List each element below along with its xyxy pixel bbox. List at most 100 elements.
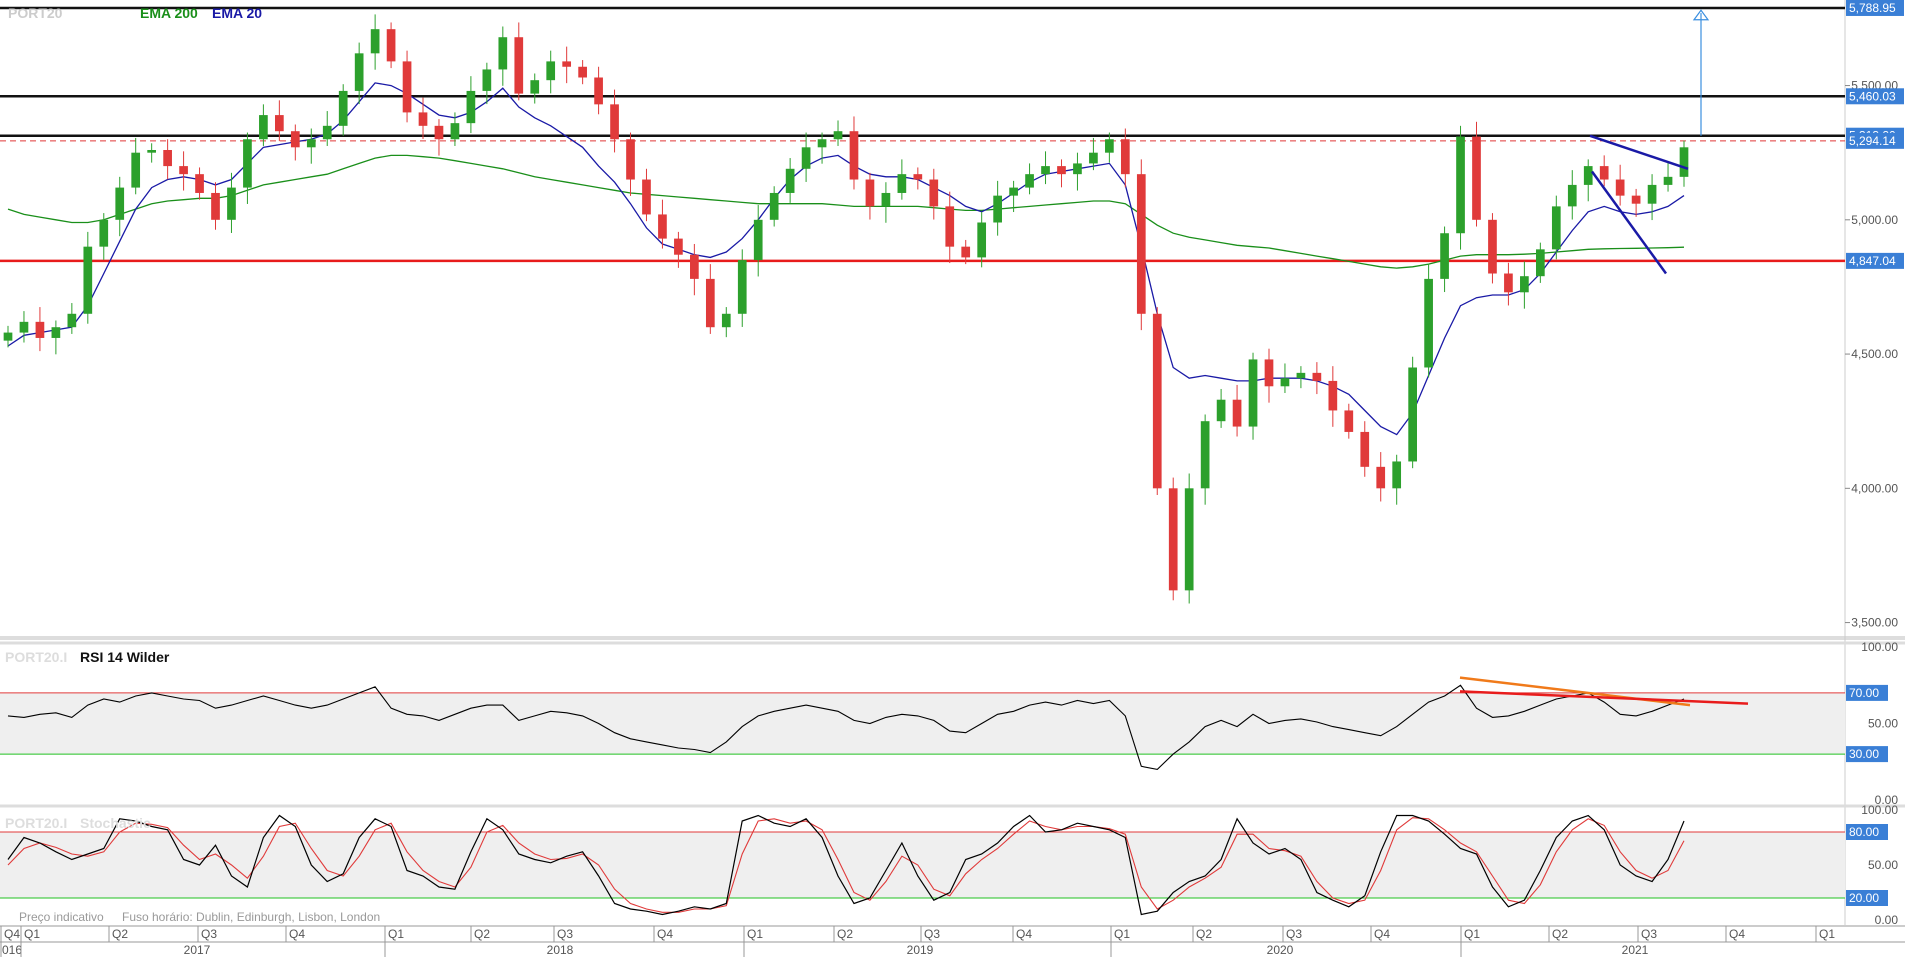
candle-body: [338, 90, 348, 126]
candle-body: [354, 53, 364, 91]
stoch-instrument-label: PORT20.I: [5, 815, 67, 831]
level-tag-bg: [1846, 88, 1904, 105]
candle-body: [498, 37, 508, 70]
candle-body: [1376, 466, 1386, 489]
candle-body: [322, 125, 332, 140]
y-tick-label: 100.00: [1861, 803, 1898, 817]
level-tag: 70.00: [1846, 684, 1888, 701]
rsi-title: RSI 14 Wilder: [80, 649, 170, 665]
y-tick-label: 4,000.00: [1851, 481, 1898, 495]
quarter-label: Q1: [1819, 927, 1835, 941]
level-tag-bg: [1846, 0, 1904, 16]
candle-body: [562, 61, 572, 67]
candle-body: [243, 139, 252, 188]
quarter-label: Q4: [1729, 927, 1745, 941]
candle-body: [1280, 378, 1290, 387]
rsi-trendline-red: [1459, 690, 1749, 705]
quarter-label: Q1: [388, 927, 404, 941]
candle-body: [434, 125, 444, 140]
candle-body: [737, 260, 747, 314]
rsi-panel: 0.00 50.00 100.00 70.00 30.00: [0, 640, 1905, 807]
candle-body: [3, 332, 13, 341]
year-label: 016: [2, 943, 22, 957]
quarter-label: Q1: [1114, 927, 1130, 941]
candle-body: [147, 149, 157, 153]
candle-body: [450, 123, 460, 140]
quarter-label: Q3: [1641, 927, 1657, 941]
candle-body: [961, 246, 971, 258]
candle-body: [1264, 359, 1274, 387]
candle-body: [1057, 166, 1066, 175]
time-axis-bg: [0, 925, 1905, 957]
candle-body: [945, 206, 955, 247]
candle-body: [35, 321, 45, 338]
quarter-label: Q2: [474, 927, 490, 941]
band-fill: [0, 832, 1845, 898]
candle-body: [1599, 166, 1609, 180]
candle-body: [51, 327, 61, 338]
candle-body: [1631, 195, 1641, 204]
candle-body: [1105, 139, 1114, 153]
ema20-line: [7, 82, 1685, 436]
candle-body: [1472, 136, 1481, 220]
candle-body: [418, 112, 428, 126]
candle-body: [610, 104, 619, 140]
candle-body: [370, 29, 380, 54]
y-tick-label: 5,000.00: [1851, 213, 1898, 227]
candle-body: [131, 152, 141, 188]
candle-body: [785, 168, 795, 193]
candle-body: [306, 139, 316, 148]
candle-body: [402, 61, 412, 113]
y-tick-label: 0.00: [1875, 793, 1899, 807]
level-tag: 5,788.95: [1846, 0, 1904, 16]
candle-body: [1520, 276, 1529, 293]
candle-body: [19, 321, 29, 333]
level-tag: 80.00: [1846, 824, 1888, 840]
target-arrow-head: [1692, 9, 1710, 21]
level-tag: 4,847.04: [1846, 252, 1904, 269]
candle-body: [1328, 380, 1338, 411]
level-tag: 20.00: [1846, 890, 1888, 906]
candle-body: [1216, 399, 1226, 422]
candle-body: [769, 192, 779, 220]
candle-body: [1424, 278, 1433, 368]
stochastic-panel: 0.00 50.00 100.00 80.00 20.00: [0, 803, 1905, 927]
candle-body: [1583, 166, 1593, 185]
candle-body: [849, 131, 859, 180]
candle-body: [1136, 174, 1146, 314]
candle-body: [1168, 488, 1178, 591]
price-note: Preço indicativo: [19, 910, 104, 924]
candle-body: [1296, 372, 1306, 379]
candle-body: [275, 115, 284, 132]
y-tick-label: 50.00: [1868, 717, 1898, 731]
candle-body: [1456, 136, 1465, 234]
candle-body: [530, 80, 540, 94]
candle-body: [578, 66, 587, 78]
candle-body: [482, 69, 492, 91]
level-tag-label: 70.00: [1849, 686, 1879, 700]
candle-body: [881, 192, 891, 207]
candle-body: [929, 179, 939, 207]
candle-body: [1360, 431, 1370, 467]
candle-body: [993, 195, 1002, 223]
candle-body: [211, 192, 220, 220]
candle-body: [897, 174, 907, 193]
candle-body: [99, 219, 109, 247]
candle-body: [594, 77, 603, 105]
year-label: 2020: [1267, 943, 1294, 957]
candle-body: [833, 131, 843, 140]
candle-body: [1392, 461, 1402, 489]
y-tick-label: 4,500.00: [1851, 347, 1898, 361]
quarter-label: Q1: [747, 927, 763, 941]
candle-body: [1009, 187, 1018, 196]
drawing-annotations: [1589, 9, 1710, 275]
candle-body: [466, 90, 476, 124]
quarter-label: Q3: [924, 927, 940, 941]
level-tag-bg: [1846, 684, 1888, 701]
level-tag-bg: [1846, 824, 1888, 840]
candle-body: [1615, 179, 1625, 196]
level-tag-label: 20.00: [1849, 891, 1879, 905]
candle-body: [865, 179, 875, 207]
quarter-label: Q1: [1464, 927, 1480, 941]
